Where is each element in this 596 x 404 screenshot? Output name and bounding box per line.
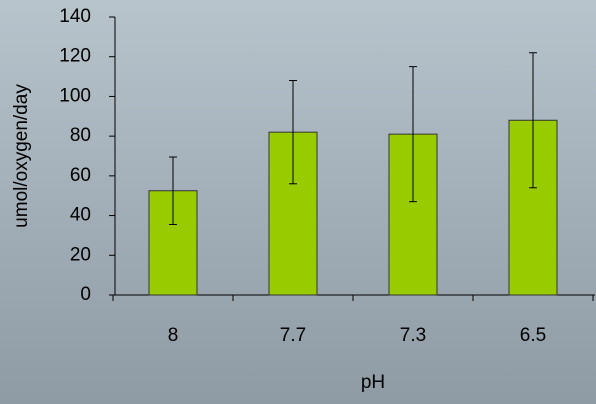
x-tick-label: 8 [168, 325, 179, 346]
chart: umol/oxygen/day pH 0 20 40 60 80 100 120 140 8 7.… [0, 0, 596, 404]
y-tick-label: 120 [59, 46, 91, 67]
y-tick-label: 140 [59, 6, 91, 27]
x-tick-label: 6.5 [520, 325, 546, 346]
y-tick-label: 20 [70, 244, 91, 265]
page: umol/oxygen/day pH 0 20 40 60 80 100 120 140 8 7.… [0, 0, 596, 404]
x-tick-label: 7.3 [400, 325, 426, 346]
y-tick-label: 80 [70, 125, 91, 146]
y-tick-label: 0 [80, 284, 91, 305]
y-tick-label: 60 [70, 165, 91, 186]
y-tick-label: 100 [59, 85, 91, 106]
y-axis-label: umol/oxygen/day [11, 84, 32, 228]
x-tick-label: 7.7 [280, 325, 306, 346]
y-tick-label: 40 [70, 205, 91, 226]
x-axis-label: pH [361, 372, 385, 393]
